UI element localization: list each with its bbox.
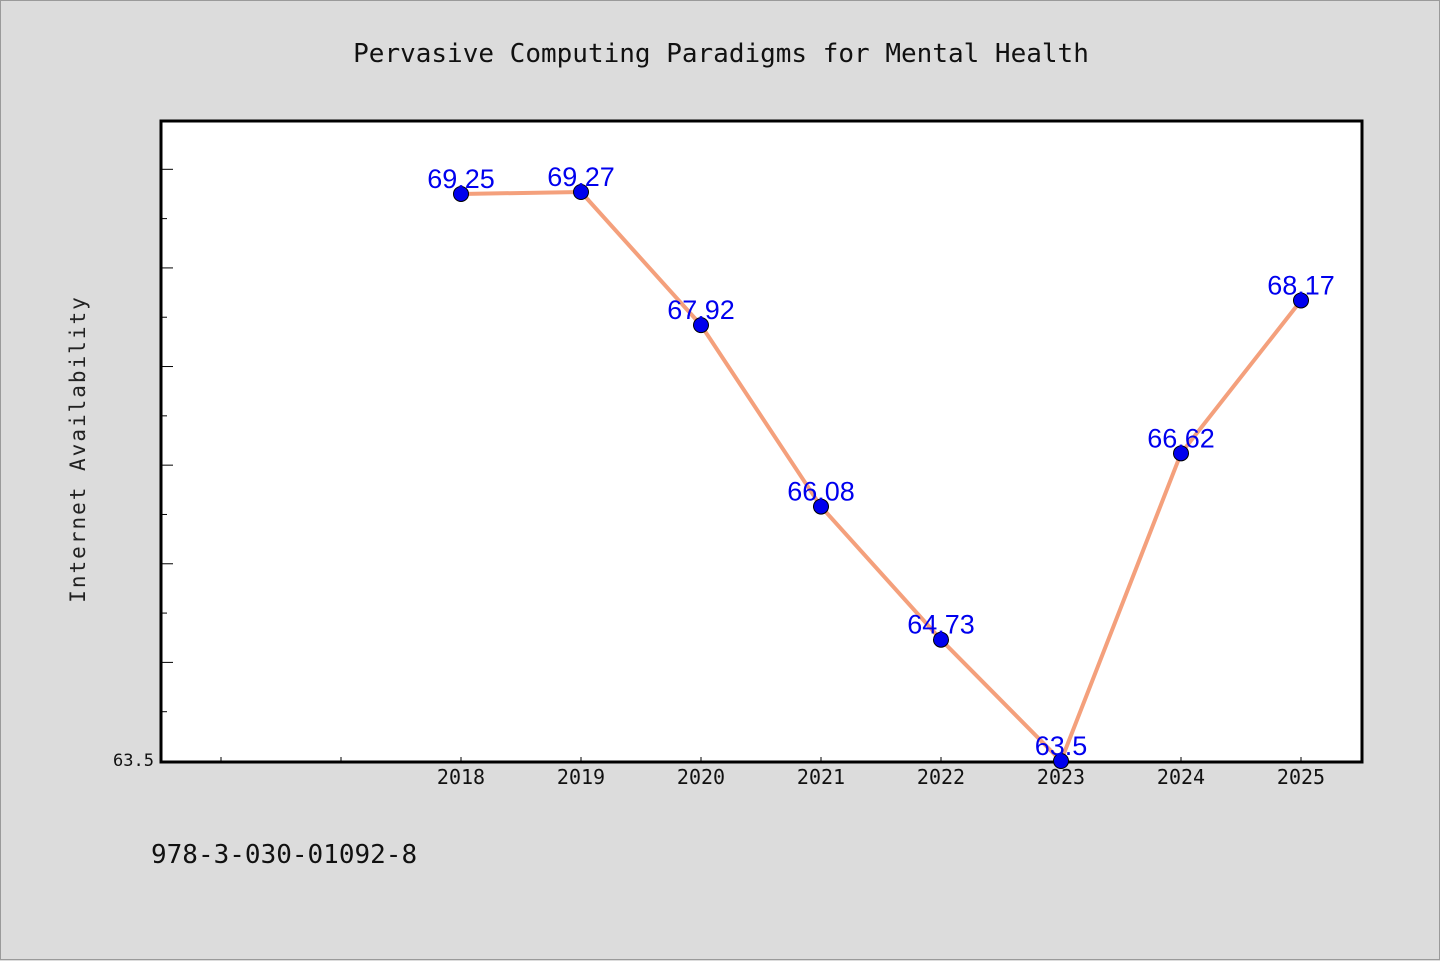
y-axis-labels: 63.5 — [113, 751, 154, 771]
series-line — [459, 189, 1303, 763]
x-axis-labels: 2018 2019 2020 2021 2022 2023 2024 2025 — [437, 765, 1325, 789]
x-tick-label: 2020 — [677, 765, 725, 789]
x-tick-label: 2025 — [1277, 765, 1325, 789]
plot-area — [159, 119, 1364, 764]
series-points-group — [453, 183, 1309, 769]
data-point — [453, 185, 469, 202]
data-labels-group: 69.25 69.27 67.92 66.08 64.73 63.5 66.62 68.17 — [427, 162, 1335, 761]
data-point — [1173, 445, 1189, 462]
data-label: 66.08 — [787, 477, 855, 507]
x-tick-label: 2019 — [557, 765, 605, 789]
data-label: 68.17 — [1267, 270, 1335, 300]
x-tick-label: 2018 — [437, 765, 485, 789]
data-label: 64.73 — [907, 610, 975, 640]
x-tick-label: 2022 — [917, 765, 965, 789]
data-point — [1293, 292, 1309, 309]
y-axis-label: Internet Availability — [66, 295, 90, 603]
data-label: 69.27 — [547, 162, 615, 192]
data-label: 67.92 — [667, 295, 735, 325]
footer-identifier: 978-3-030-01092-8 — [151, 840, 417, 870]
data-point — [693, 317, 709, 334]
series-line-group — [459, 189, 1303, 763]
x-tick-label: 2024 — [1157, 765, 1205, 789]
y-axis-ticks — [161, 168, 173, 762]
data-point — [1053, 753, 1069, 769]
data-label: 66.62 — [1147, 423, 1215, 453]
data-point — [813, 498, 829, 515]
chart-title: Pervasive Computing Paradigms for Mental… — [353, 39, 1089, 69]
data-label: 69.25 — [427, 164, 495, 194]
data-point — [573, 183, 589, 200]
data-point — [933, 631, 949, 648]
y-tick-label: 63.5 — [113, 751, 154, 771]
x-tick-label: 2021 — [797, 765, 845, 789]
data-label: 63.5 — [1035, 731, 1088, 761]
